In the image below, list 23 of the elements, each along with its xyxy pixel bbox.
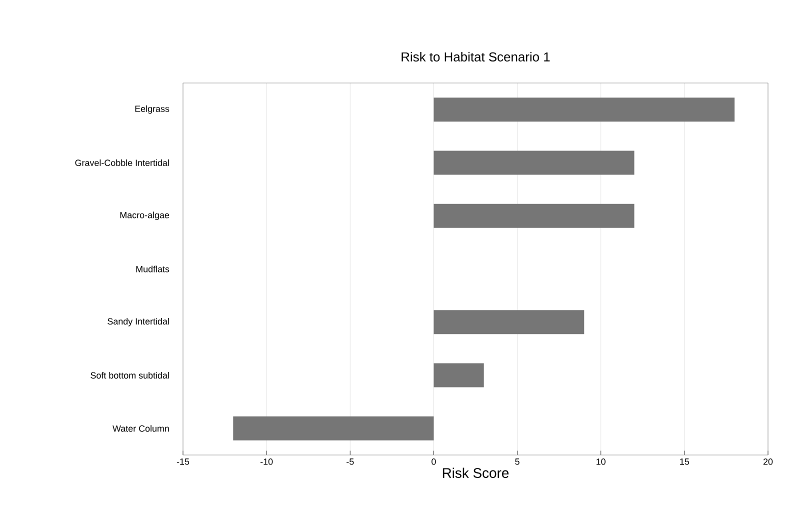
bar xyxy=(233,416,434,440)
y-tick-label: Eelgrass xyxy=(135,105,170,114)
bar xyxy=(434,204,634,228)
chart-title: Risk to Habitat Scenario 1 xyxy=(402,52,550,62)
x-tick-label: -15 xyxy=(176,458,190,465)
bar xyxy=(434,363,484,388)
y-tick-label: Macro-algae xyxy=(120,212,170,220)
x-axis-title: Risk Score xyxy=(442,468,509,478)
bar xyxy=(434,150,634,175)
bar xyxy=(434,98,735,122)
x-tick-label: 0 xyxy=(432,458,436,465)
y-tick-label: Soft bottom subtidal xyxy=(90,372,169,379)
bar xyxy=(434,310,584,334)
x-tick-label: 15 xyxy=(680,458,690,465)
y-tick-label: Gravel-Cobble Intertidal xyxy=(75,159,169,166)
y-tick-label: Mudflats xyxy=(136,266,170,272)
y-tick-label: Water Column xyxy=(112,425,169,432)
y-tick-label: Sandy Intertidal xyxy=(108,318,169,326)
x-tick-label: -5 xyxy=(346,458,354,465)
x-tick-label: -10 xyxy=(260,458,273,465)
x-tick-label: 10 xyxy=(596,458,606,465)
x-tick-label: 5 xyxy=(515,458,520,465)
x-tick-label: 20 xyxy=(763,458,773,465)
